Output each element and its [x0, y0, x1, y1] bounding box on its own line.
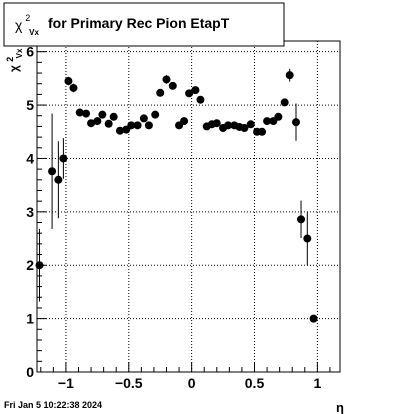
x-tick-label: 0.5 — [245, 375, 265, 391]
data-point — [87, 119, 96, 128]
y-axis-label-chi: χ — [7, 65, 21, 72]
data-point — [291, 118, 300, 127]
data-point — [93, 117, 102, 126]
data-point — [258, 127, 267, 136]
data-point — [162, 75, 171, 84]
data-point — [151, 110, 160, 119]
data-point — [109, 112, 118, 121]
data-point — [191, 86, 200, 95]
title-chi-symbol: χ — [15, 17, 23, 33]
data-point — [303, 234, 312, 243]
data-point — [127, 121, 136, 130]
x-tick-label: −1 — [58, 375, 74, 391]
data-point — [212, 119, 221, 128]
data-point — [54, 175, 63, 184]
title-text: for Primary Rec Pion EtapT — [48, 15, 230, 31]
data-point — [168, 81, 177, 90]
data-point — [144, 121, 153, 130]
data-point — [104, 119, 113, 128]
data-point — [246, 120, 255, 129]
title-chi-sup: 2 — [25, 13, 30, 23]
data-point — [240, 124, 249, 133]
data-point — [196, 95, 205, 104]
data-point — [224, 121, 233, 130]
data-point — [309, 314, 318, 323]
data-point — [35, 261, 44, 270]
y-tick-label: 5 — [26, 97, 34, 113]
data-point — [64, 77, 73, 86]
y-tick-label: 2 — [26, 257, 34, 273]
data-point — [69, 83, 78, 92]
data-point — [82, 109, 91, 118]
data-point — [297, 215, 306, 224]
x-axis-label: η — [336, 400, 344, 414]
data-point — [133, 121, 142, 130]
data-point — [139, 114, 148, 123]
data-point — [75, 108, 84, 117]
data-point — [185, 89, 194, 98]
svg-text:χ 2 Vx: χ 2 Vx — [2, 48, 24, 72]
data-point — [48, 167, 57, 176]
data-points — [35, 71, 318, 323]
data-point — [274, 112, 283, 121]
y-tick-label: 6 — [26, 44, 34, 60]
grid — [37, 41, 340, 372]
title-chi-sub: Vx — [29, 28, 39, 37]
tick-labels: −1 −0.5 0 0.5 1 0 1 2 3 4 5 6 — [26, 44, 321, 391]
title-box-frame — [3, 2, 285, 47]
x-tick-label: −0.5 — [115, 375, 143, 391]
data-point — [180, 117, 189, 126]
y-tick-label: 4 — [26, 150, 34, 166]
y-axis-label: χ 2 Vx — [2, 48, 24, 72]
data-point — [59, 154, 68, 163]
title-box: χ 2 Vx for Primary Rec Pion EtapT — [3, 2, 285, 47]
y-tick-label: 3 — [26, 204, 34, 220]
data-point — [98, 110, 107, 119]
data-point — [156, 88, 165, 97]
data-point — [263, 117, 272, 126]
x-tick-label: 1 — [313, 375, 321, 391]
footer-datetime: Fri Jan 5 10:22:38 2024 — [4, 400, 103, 410]
y-axis-label-sub: Vx — [15, 48, 24, 58]
title-chi: χ 2 Vx — [15, 8, 39, 37]
y-axis-label-sup: 2 — [5, 57, 15, 62]
x-tick-label: 0 — [188, 375, 196, 391]
data-point — [285, 71, 294, 80]
data-point — [280, 98, 289, 107]
data-point — [115, 126, 124, 135]
axis-ticks — [37, 51, 331, 373]
y-tick-label: 0 — [26, 364, 34, 380]
y-tick-label: 1 — [26, 311, 34, 327]
